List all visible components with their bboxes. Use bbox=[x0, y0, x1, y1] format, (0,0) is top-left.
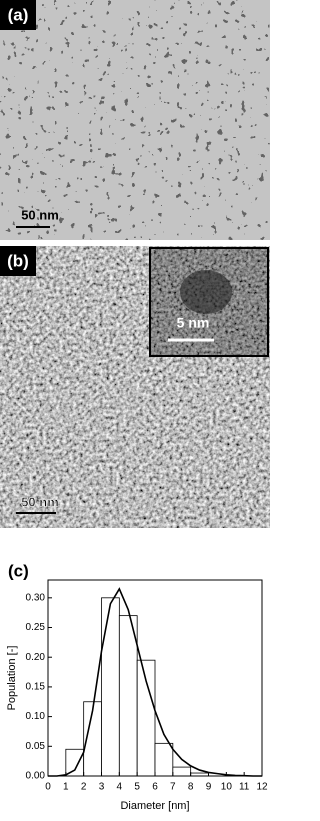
particle bbox=[180, 270, 232, 314]
scale-label: 50 nm bbox=[21, 494, 59, 509]
y-tick-label: 0.10 bbox=[26, 711, 46, 722]
plot: 0.000.050.100.150.200.250.300 1 2 3 4 5 6 7 8 9 10… bbox=[26, 579, 268, 793]
panel-label: (b) bbox=[7, 251, 29, 270]
bar bbox=[172, 766, 192, 777]
plot-frame bbox=[47, 579, 263, 777]
bar bbox=[136, 659, 156, 777]
y-axis-title: Population [-] bbox=[6, 646, 18, 711]
x-tick-label: 11 bbox=[239, 782, 250, 793]
panel-label: (c) bbox=[8, 561, 29, 580]
x-tick-label: 3 bbox=[99, 782, 105, 793]
x-tick-label: 12 bbox=[256, 782, 268, 793]
bar bbox=[118, 615, 138, 777]
x-tick-label: 1 bbox=[63, 782, 69, 793]
x-tick-label: 10 bbox=[221, 782, 233, 793]
figure: (a) 50 nm (b) 5 nm 50 nm (c) Diameter [n… bbox=[0, 0, 270, 812]
x-tick-label: 7 bbox=[170, 782, 176, 793]
x-tick-label: 5 bbox=[134, 782, 140, 793]
y-tick-label: 0.25 bbox=[26, 622, 46, 633]
x-tick-label: 6 bbox=[152, 782, 158, 793]
bar bbox=[101, 597, 120, 777]
panel-label: (a) bbox=[8, 5, 29, 24]
y-tick-label: 0.30 bbox=[26, 592, 46, 603]
y-tick-label: 0.00 bbox=[26, 771, 46, 782]
inset-scale-label: 5 nm bbox=[177, 315, 210, 331]
y-tick-label: 0.20 bbox=[26, 652, 46, 663]
x-axis-title: Diameter [nm] bbox=[120, 800, 189, 812]
bar bbox=[65, 748, 85, 777]
x-tick-label: 2 bbox=[81, 782, 87, 793]
scale-label: 50 nm bbox=[21, 207, 59, 222]
x-tick-label: 0 bbox=[45, 782, 51, 793]
y-tick-label: 0.05 bbox=[26, 741, 46, 752]
label-box bbox=[0, 0, 36, 30]
x-tick-label: 8 bbox=[188, 782, 194, 793]
bar bbox=[154, 742, 174, 777]
nanoparticles bbox=[0, 0, 270, 240]
x-tick-label: 4 bbox=[117, 782, 123, 793]
label-box bbox=[0, 246, 36, 276]
y-tick-label: 0.15 bbox=[26, 682, 46, 693]
x-tick-label: 9 bbox=[206, 782, 212, 793]
